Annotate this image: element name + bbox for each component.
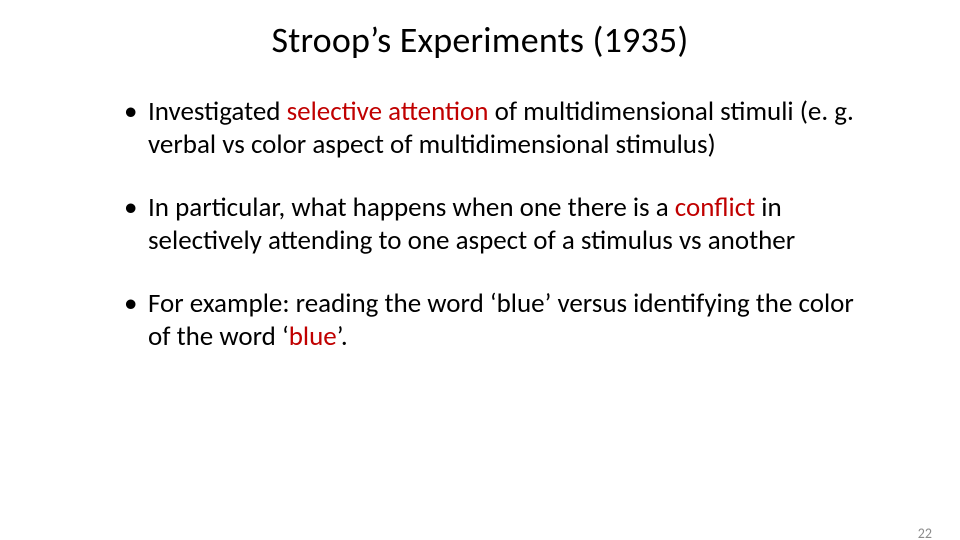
bullet-list: Investigated selective attention of mult… bbox=[120, 96, 860, 354]
bullet-text: ’. bbox=[337, 320, 348, 353]
highlight-text: blue bbox=[289, 320, 337, 353]
bullet-text: For example: reading the word ‘blue’ ver… bbox=[148, 287, 854, 353]
slide-title: Stroop’s Experiments (1935) bbox=[0, 18, 960, 62]
bullet-item: Investigated selective attention of mult… bbox=[120, 96, 860, 162]
bullet-item: In particular, what happens when one the… bbox=[120, 192, 860, 258]
slide-body: Investigated selective attention of mult… bbox=[120, 96, 860, 354]
bullet-text: In particular, what happens when one the… bbox=[148, 191, 675, 224]
slide: Stroop’s Experiments (1935) Investigated… bbox=[0, 18, 960, 540]
highlight-text: conflict bbox=[675, 191, 755, 224]
page-number: 22 bbox=[918, 525, 932, 540]
bullet-text: Investigated bbox=[148, 95, 287, 128]
bullet-item: For example: reading the word ‘blue’ ver… bbox=[120, 288, 860, 354]
highlight-text: selective attention bbox=[287, 95, 489, 128]
